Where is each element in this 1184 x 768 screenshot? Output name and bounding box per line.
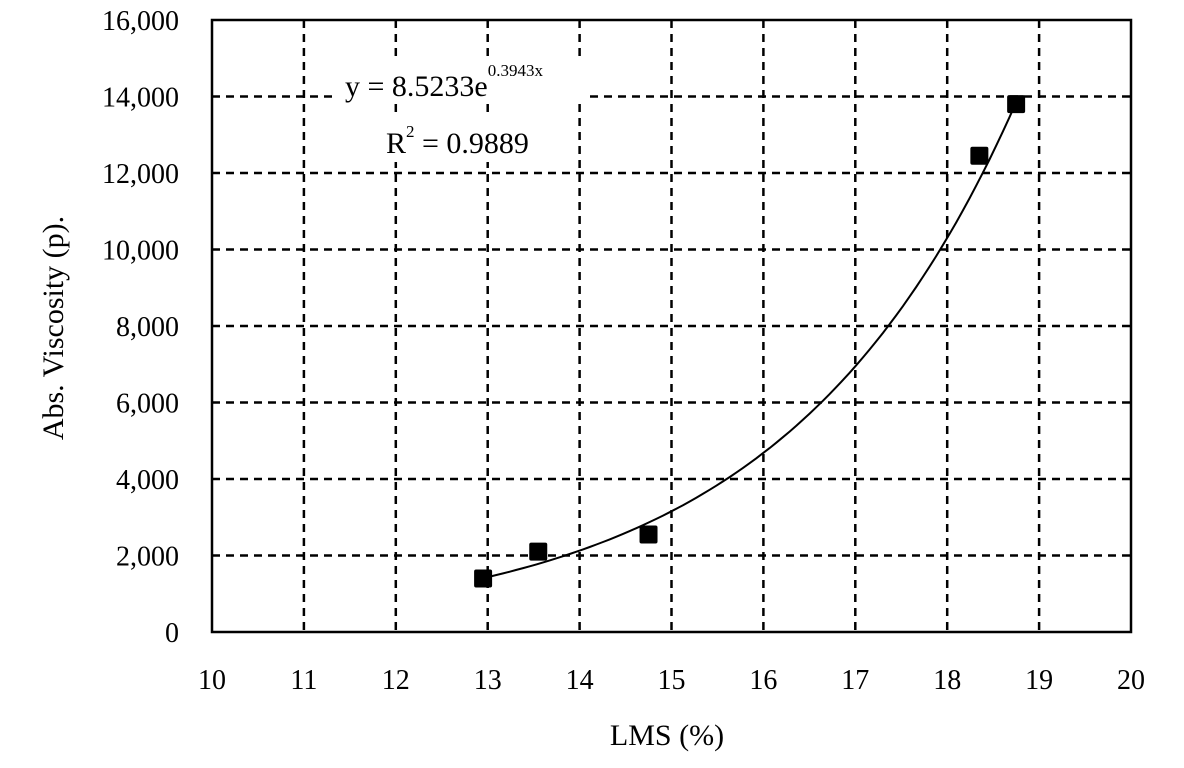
- r-squared-superscript: 2: [406, 122, 415, 141]
- plot-area-frame: [210, 18, 1133, 634]
- y-tick-label: 12,000: [102, 159, 179, 190]
- y-tick-label: 14,000: [102, 83, 179, 114]
- x-tick-label: 11: [290, 665, 317, 696]
- r-squared: R2 = 0.9889: [338, 118, 558, 162]
- x-tick-label: 20: [1117, 665, 1145, 696]
- data-point: [529, 542, 548, 561]
- x-axis-title: LMS (%): [610, 719, 724, 752]
- y-axis-title: Abs. Viscosity (p).: [37, 216, 70, 440]
- data-point: [1007, 95, 1026, 114]
- r-squared-prefix: R: [386, 127, 406, 160]
- y-tick-label: 16,000: [102, 6, 179, 37]
- equation-text: y = 8.5233e0.3943x: [345, 61, 543, 103]
- x-tick-label: 13: [474, 665, 502, 696]
- x-tick-label: 19: [1025, 665, 1053, 696]
- r-squared-value: = 0.9889: [415, 127, 529, 160]
- x-tick-label: 17: [841, 665, 869, 696]
- x-tick-label: 18: [933, 665, 961, 696]
- y-tick-label: 0: [165, 618, 179, 649]
- equation-background: [338, 62, 590, 102]
- data-point: [639, 525, 658, 544]
- x-tick-label: 15: [658, 665, 686, 696]
- exponential-trendline: [482, 101, 1018, 580]
- x-axis-tick-labels: 10 11 12 13 14 15 16 17 18 19 20: [198, 665, 1145, 696]
- y-axis-tick-labels: 0 2,000 4,000 6,000 8,000 10,000 12,000 14,000 1…: [102, 6, 179, 649]
- equation-exponent: 0.3943x: [488, 61, 544, 80]
- data-point: [970, 146, 989, 165]
- y-tick-label: 4,000: [116, 465, 179, 496]
- y-tick-label: 2,000: [116, 542, 179, 573]
- x-tick-label: 16: [749, 665, 777, 696]
- grid-lines: [212, 20, 1131, 632]
- data-point: [474, 569, 493, 588]
- x-tick-label: 10: [198, 665, 226, 696]
- y-tick-label: 6,000: [116, 389, 179, 420]
- data-markers: [474, 95, 1026, 588]
- r-squared-text: R2 = 0.9889: [386, 122, 529, 160]
- r-squared-background: [338, 118, 558, 162]
- y-tick-label: 8,000: [116, 312, 179, 343]
- y-tick-label: 10,000: [102, 236, 179, 267]
- x-tick-label: 14: [566, 665, 594, 696]
- regression-equation: y = 8.5233e0.3943x: [338, 61, 590, 103]
- x-tick-label: 12: [382, 665, 410, 696]
- equation-prefix: y = 8.5233e: [345, 70, 488, 103]
